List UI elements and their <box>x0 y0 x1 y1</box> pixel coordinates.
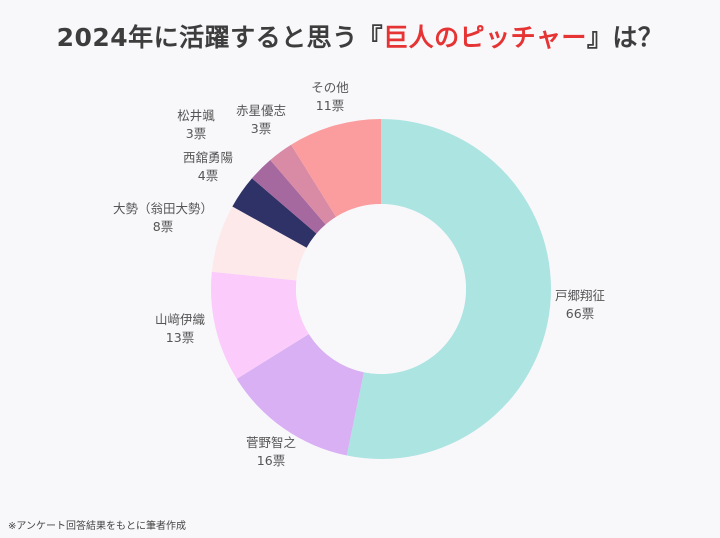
donut-slice-0 <box>346 119 552 459</box>
title-suffix: 』は？ <box>586 23 664 52</box>
slice-value-7: 11票 <box>316 98 344 113</box>
slice-label-0: 戸郷翔征 <box>555 288 606 303</box>
donut-slice-4 <box>232 178 317 248</box>
donut-hole <box>296 204 466 374</box>
slice-label-3: 大勢（翁田大勢） <box>113 201 213 216</box>
slice-value-6: 3票 <box>251 121 271 136</box>
slice-label-1: 菅野智之 <box>246 435 297 450</box>
slice-value-3: 8票 <box>153 219 173 234</box>
donut-slice-7 <box>291 119 381 217</box>
donut-slice-1 <box>236 333 364 456</box>
slice-value-0: 66票 <box>566 306 594 321</box>
donut-slice-2 <box>210 271 309 379</box>
slice-label-7: その他 <box>311 80 349 95</box>
title-accent: 巨人のピッチャー <box>383 23 587 52</box>
footnote: ※アンケート回答結果をもとに筆者作成 <box>8 521 186 532</box>
slice-label-4: 西舘勇陽 <box>183 150 233 165</box>
slice-value-1: 16票 <box>257 453 285 468</box>
slice-label-2: 山﨑伊織 <box>155 312 206 327</box>
donut-slice-3 <box>211 206 307 281</box>
donut-slice-6 <box>270 144 337 225</box>
slice-value-5: 3票 <box>186 126 206 141</box>
slice-label-6: 赤星優志 <box>236 103 286 118</box>
title-prefix: 2024年に活躍すると思う『 <box>56 23 384 52</box>
chart-title: 2024年に活躍すると思う『巨人のピッチャー』は？ <box>0 18 720 54</box>
slice-label-5: 松井颯 <box>177 108 215 123</box>
slice-value-2: 13票 <box>166 330 194 345</box>
slice-value-4: 4票 <box>198 168 218 183</box>
donut-slice-5 <box>252 160 326 234</box>
